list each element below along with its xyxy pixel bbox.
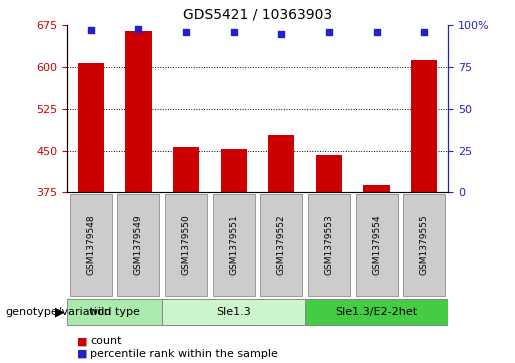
Point xyxy=(87,28,95,33)
Text: genotype/variation: genotype/variation xyxy=(5,307,111,317)
Text: percentile rank within the sample: percentile rank within the sample xyxy=(90,349,278,359)
Point xyxy=(277,31,285,37)
Point xyxy=(420,29,428,35)
Bar xyxy=(308,195,350,295)
Bar xyxy=(162,299,305,325)
Bar xyxy=(213,195,254,295)
Text: GSM1379555: GSM1379555 xyxy=(420,215,428,276)
Bar xyxy=(78,63,104,192)
Text: wild type: wild type xyxy=(89,307,140,317)
Point xyxy=(182,29,190,35)
Point xyxy=(325,29,333,35)
Text: ■: ■ xyxy=(77,336,88,346)
Text: GSM1379550: GSM1379550 xyxy=(182,215,191,276)
Bar xyxy=(268,135,295,192)
Point xyxy=(134,26,143,32)
Point xyxy=(230,29,238,35)
Bar xyxy=(403,195,445,295)
Bar xyxy=(117,195,159,295)
Bar xyxy=(364,185,390,192)
Text: GSM1379551: GSM1379551 xyxy=(229,215,238,276)
Point xyxy=(372,29,381,35)
Text: Sle1.3/E2-2het: Sle1.3/E2-2het xyxy=(336,307,418,317)
Bar xyxy=(173,147,199,192)
Bar xyxy=(305,299,448,325)
Bar xyxy=(220,149,247,192)
Text: GSM1379554: GSM1379554 xyxy=(372,215,381,276)
Bar xyxy=(125,31,151,192)
Bar xyxy=(411,61,437,192)
Title: GDS5421 / 10363903: GDS5421 / 10363903 xyxy=(183,8,332,21)
Bar xyxy=(165,195,207,295)
Text: ■: ■ xyxy=(77,349,88,359)
Bar xyxy=(67,299,162,325)
Text: count: count xyxy=(90,336,122,346)
Bar xyxy=(261,195,302,295)
Text: GSM1379552: GSM1379552 xyxy=(277,215,286,276)
Text: Sle1.3: Sle1.3 xyxy=(216,307,251,317)
Text: GSM1379548: GSM1379548 xyxy=(87,215,95,276)
Bar xyxy=(70,195,112,295)
Text: ▶: ▶ xyxy=(55,305,64,318)
Bar xyxy=(356,195,398,295)
Text: GSM1379553: GSM1379553 xyxy=(324,215,333,276)
Text: GSM1379549: GSM1379549 xyxy=(134,215,143,276)
Bar xyxy=(316,155,342,192)
